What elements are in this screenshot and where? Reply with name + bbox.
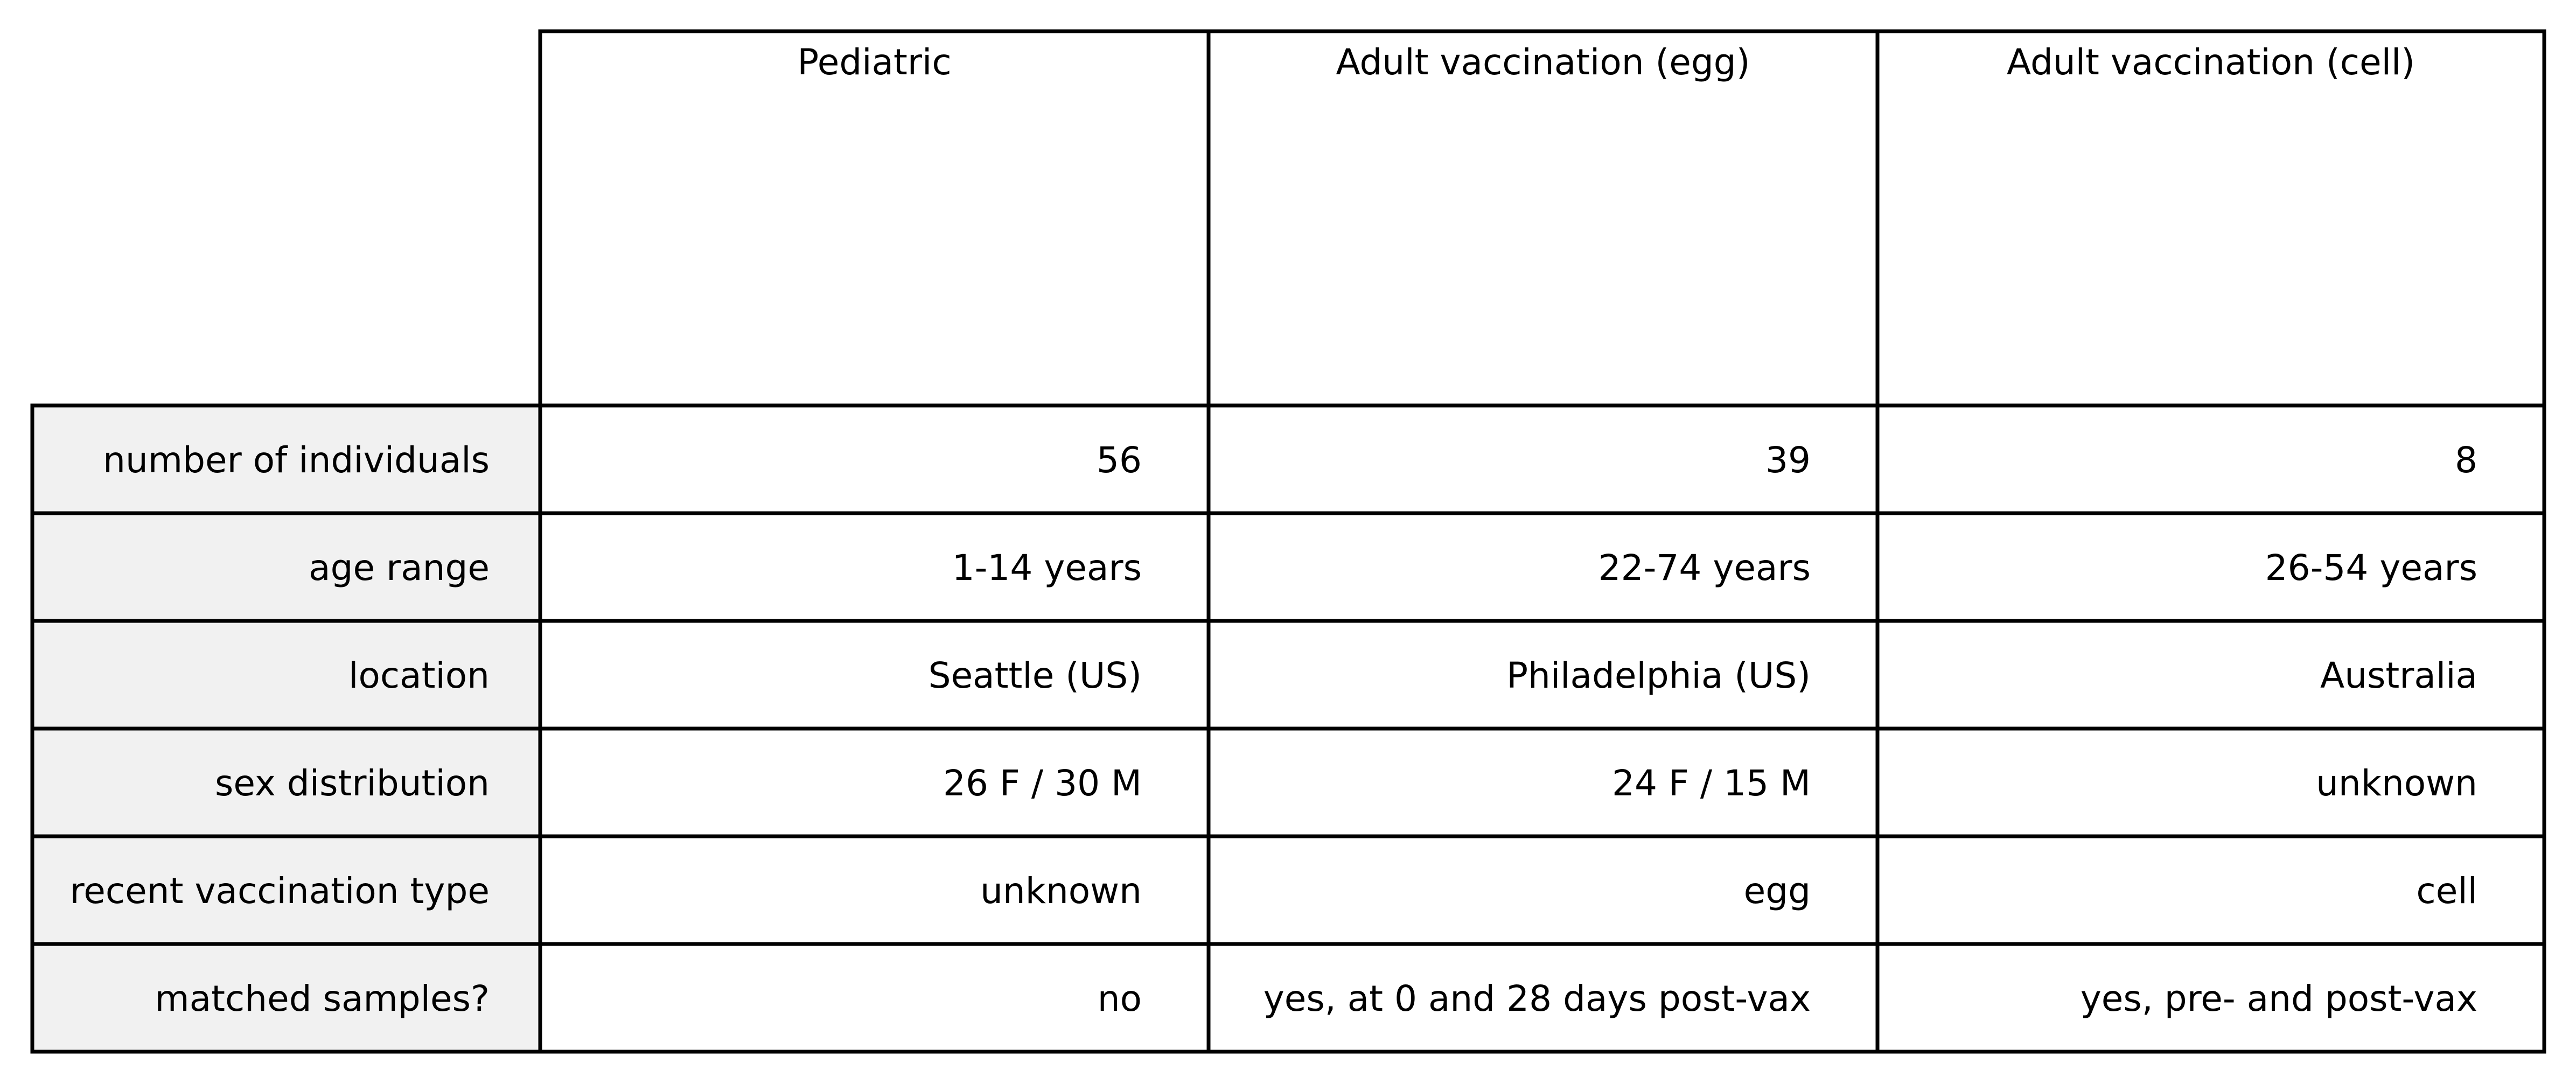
table-cells bbox=[30, 29, 2546, 1054]
table-cell bbox=[1875, 511, 2546, 623]
row-label-cell bbox=[30, 726, 542, 838]
table-cell bbox=[538, 726, 1211, 838]
column-header-cell bbox=[1206, 29, 1880, 408]
row-label: recent vaccination type bbox=[70, 870, 490, 912]
row-label-cell bbox=[30, 619, 542, 731]
column-header: Adult vaccination (egg) bbox=[1336, 41, 1750, 83]
cell-value: yes, pre- and post-vax bbox=[2081, 978, 2477, 1019]
cell-value: egg bbox=[1744, 870, 1811, 912]
cell-value: 24 F / 15 M bbox=[1612, 763, 1811, 804]
column-header: Pediatric bbox=[797, 41, 951, 83]
cell-value: cell bbox=[2416, 870, 2477, 912]
table-cell bbox=[1206, 834, 1880, 946]
table-cell bbox=[1206, 619, 1880, 731]
table-cell bbox=[1206, 403, 1880, 515]
cell-value: Seattle (US) bbox=[929, 655, 1142, 696]
column-header: Adult vaccination (cell) bbox=[2007, 41, 2415, 83]
cell-value: unknown bbox=[980, 870, 1142, 912]
row-label: location bbox=[348, 655, 490, 696]
table-cell bbox=[1206, 726, 1880, 838]
table-cell bbox=[1875, 942, 2546, 1054]
cell-value: 8 bbox=[2455, 439, 2477, 481]
row-label: sex distribution bbox=[215, 763, 490, 804]
table-cell bbox=[1875, 403, 2546, 515]
row-label: matched samples? bbox=[155, 978, 490, 1019]
row-label-cell bbox=[30, 511, 542, 623]
cell-value: Philadelphia (US) bbox=[1506, 655, 1811, 696]
cell-value: 1-14 years bbox=[952, 547, 1142, 589]
cell-value: 39 bbox=[1765, 439, 1811, 481]
cell-value: Australia bbox=[2320, 655, 2477, 696]
row-label: age range bbox=[309, 547, 490, 589]
cell-value: 26-54 years bbox=[2265, 547, 2477, 589]
row-label-cell bbox=[30, 834, 542, 946]
cell-value: unknown bbox=[2316, 763, 2477, 804]
cell-value: yes, at 0 and 28 days post-vax bbox=[1263, 978, 1811, 1019]
cell-value: 56 bbox=[1097, 439, 1142, 481]
table-text: Pediatric Adult vaccination (egg) Adult va… bbox=[70, 41, 2477, 1019]
table-cell bbox=[1875, 834, 2546, 946]
table-cell bbox=[538, 942, 1211, 1054]
column-header-cell bbox=[538, 29, 1211, 408]
cell-value: 22-74 years bbox=[1598, 547, 1811, 589]
row-label: number of individuals bbox=[103, 439, 490, 481]
column-header-cell bbox=[1875, 29, 2546, 408]
cell-value: no bbox=[1098, 978, 1142, 1019]
cell-value: 26 F / 30 M bbox=[943, 763, 1142, 804]
table-cell bbox=[538, 834, 1211, 946]
table-cell bbox=[1875, 726, 2546, 838]
table-cell bbox=[1206, 511, 1880, 623]
